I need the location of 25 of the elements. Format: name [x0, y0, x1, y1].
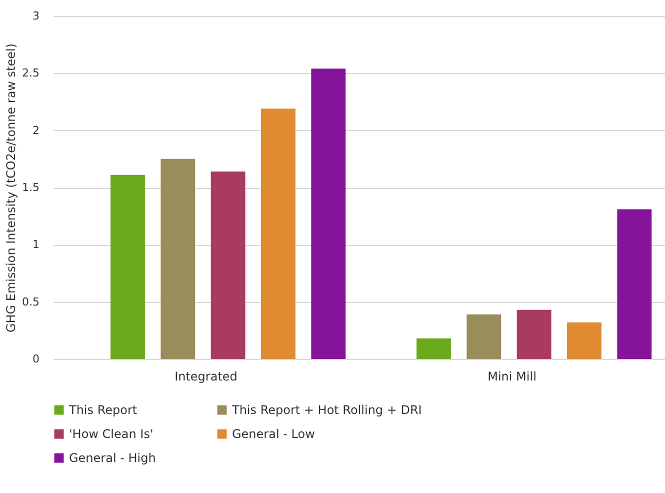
y-tick-label: 1: [32, 238, 40, 252]
bar: [311, 68, 346, 359]
bar: [160, 158, 196, 359]
y-tick-label: 2.5: [22, 66, 40, 80]
y-tick-label: 0.5: [22, 295, 40, 308]
legend-label: This Report + Hot Rolling + DRI: [231, 403, 422, 417]
bar: [516, 310, 552, 359]
legend-label: 'How Clean Is': [69, 427, 154, 441]
bar: [617, 209, 652, 359]
y-tick-label: 1.5: [22, 181, 40, 194]
y-tick-label: 3: [32, 10, 40, 22]
bar: [110, 174, 145, 359]
y-axis-title: GHG Emission Intensity (tCO2e/tonne raw steel): [4, 43, 18, 333]
bar: [416, 338, 451, 359]
x-tick-label: Integrated: [174, 370, 238, 384]
bar: [261, 108, 296, 359]
legend-label: General - Low: [232, 427, 316, 441]
y-tick-label: 0: [32, 352, 40, 366]
y-tick-label: 2: [32, 124, 40, 137]
bar: [466, 314, 502, 359]
legend-label: General - High: [69, 451, 156, 465]
legend-label: This Report: [68, 403, 138, 417]
bar: [567, 322, 602, 359]
bar: [210, 171, 246, 359]
x-tick-label: Mini Mill: [488, 370, 536, 384]
